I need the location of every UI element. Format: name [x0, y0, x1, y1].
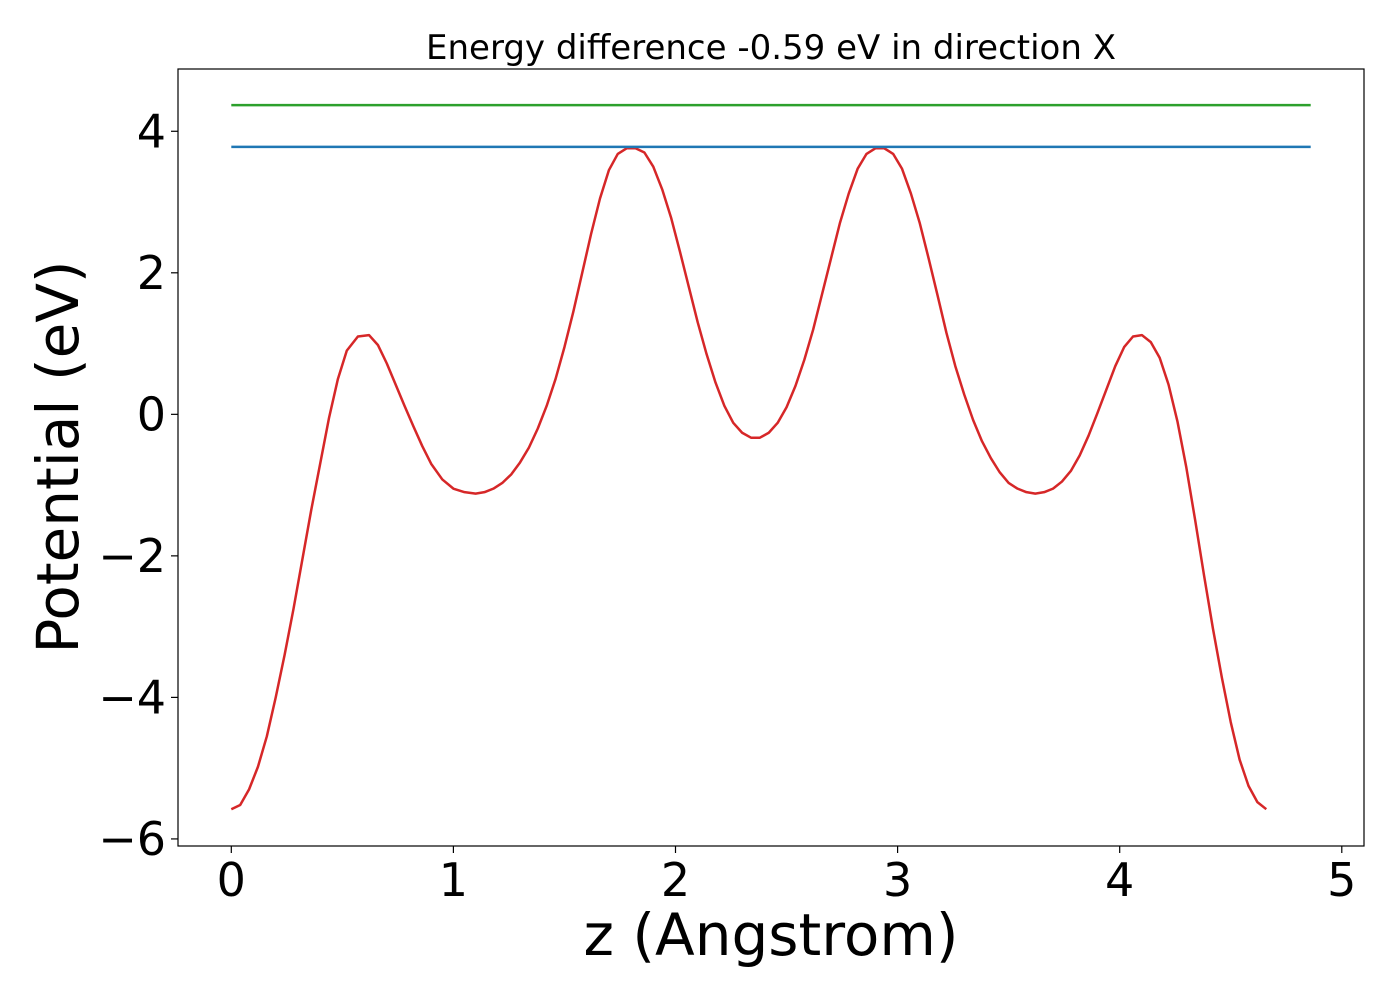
y-tick-label: −6 [98, 812, 166, 866]
y-tick-label: 2 [137, 246, 166, 300]
y-axis-ticks: −6 −4 −2 0 2 4 [98, 104, 178, 866]
x-axis-label: z (Angstrom) [584, 901, 959, 969]
x-axis-ticks: 0 1 2 3 4 5 [217, 846, 1356, 907]
y-tick-label: −4 [98, 670, 166, 724]
plot-frame [177, 68, 1365, 847]
series-line-0 [230, 147, 1268, 811]
y-tick-label: 4 [137, 104, 166, 158]
x-tick-label: 2 [661, 853, 690, 907]
plot-area [178, 69, 1364, 846]
x-tick-label: 5 [1327, 853, 1356, 907]
x-tick-label: 0 [217, 853, 246, 907]
chart-title: Energy difference -0.59 eV in direction … [426, 28, 1116, 68]
x-tick-label: 3 [883, 853, 912, 907]
x-tick-label: 4 [1105, 853, 1134, 907]
x-tick-label: 1 [439, 853, 468, 907]
y-tick-label: −2 [98, 529, 166, 583]
series-layer [230, 103, 1311, 811]
y-tick-label: 0 [137, 387, 166, 441]
y-axis-label: Potential (eV) [24, 260, 92, 653]
